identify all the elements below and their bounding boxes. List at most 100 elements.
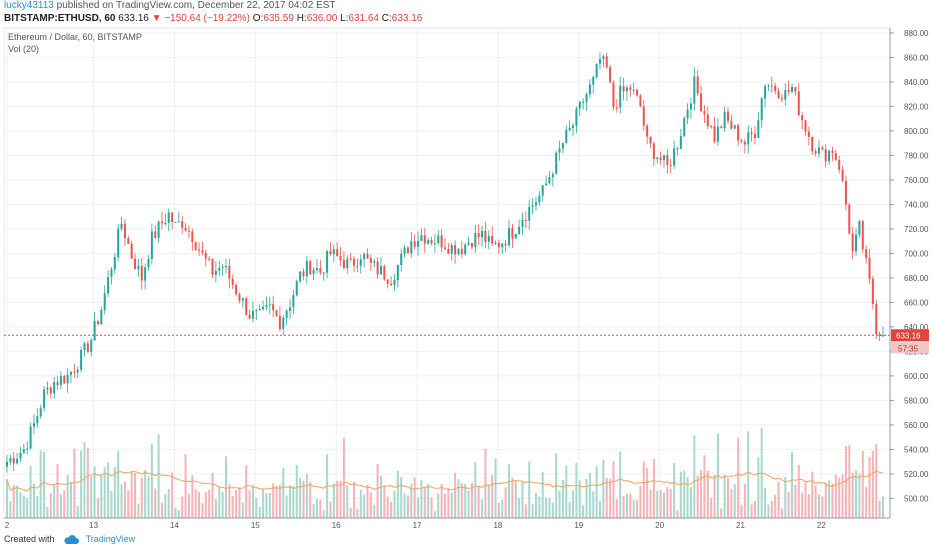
candle-body: [204, 252, 207, 259]
volume-bar: [807, 494, 810, 518]
price-tick-label: 840.00: [904, 78, 929, 87]
candle-body: [575, 108, 578, 126]
candle-body: [673, 148, 676, 166]
candle-body: [349, 258, 352, 260]
volume-bar: [865, 486, 868, 518]
candle-body: [66, 374, 69, 384]
volume-bar: [528, 461, 531, 518]
volume-bar: [545, 497, 548, 518]
author-link[interactable]: lucky43113: [4, 0, 54, 11]
candle-body: [669, 164, 672, 166]
volume-bar: [83, 441, 86, 518]
volume-bar: [575, 463, 578, 518]
volume-bar: [174, 507, 177, 518]
volume-study-title[interactable]: Vol (20): [8, 44, 40, 54]
volume-ma-line: [6, 470, 884, 492]
last-price-tag: [891, 329, 929, 342]
candle-body: [447, 248, 450, 254]
candle-body: [555, 152, 558, 175]
candle-body: [53, 382, 56, 394]
volume-bar: [817, 494, 820, 518]
volume-bar: [53, 484, 56, 518]
candle-body: [636, 89, 639, 96]
candle-body: [339, 255, 342, 261]
price-tick-label: 700.00: [904, 249, 929, 258]
candle-body: [369, 258, 372, 263]
candle-body: [90, 340, 93, 352]
candle-body: [383, 266, 386, 280]
volume-bar: [622, 495, 625, 518]
candle-body: [275, 310, 278, 316]
series-title[interactable]: Ethereum / Dollar, 60, BITSTAMP: [8, 32, 142, 42]
candle-body: [504, 243, 507, 246]
candle-body: [720, 126, 723, 129]
candle-body: [278, 315, 281, 329]
candle-body: [619, 86, 622, 108]
candle-body: [285, 310, 288, 318]
symbol-name[interactable]: BITSTAMP:ETHUSD, 60: [4, 13, 116, 24]
candle-body: [123, 223, 126, 239]
candle-body: [622, 86, 625, 92]
volume-bar: [292, 486, 295, 518]
candle-body: [224, 265, 228, 267]
candle-body: [794, 87, 797, 92]
candle-body: [585, 94, 588, 102]
candle-body: [76, 369, 79, 373]
price-tick-label: 760.00: [904, 176, 929, 185]
candle-body: [26, 448, 29, 450]
candle-body: [497, 242, 500, 248]
candle-body: [814, 151, 817, 154]
volume-bar: [137, 503, 140, 518]
volume-bar: [649, 489, 652, 518]
candle-body: [848, 204, 851, 234]
candle-body: [359, 259, 362, 266]
candle-body: [164, 223, 167, 225]
volume-bar: [177, 510, 180, 518]
candle-body: [646, 125, 649, 137]
volume-bar: [417, 497, 420, 518]
candle-body: [376, 261, 379, 275]
volume-bar: [595, 466, 598, 518]
candle-body: [834, 153, 837, 160]
candle-body: [541, 185, 544, 196]
candle-body: [558, 148, 561, 153]
candle-body: [406, 247, 409, 254]
candle-body: [147, 258, 150, 268]
volume-bar: [777, 481, 780, 518]
volume-bar: [423, 486, 426, 518]
volume-bar: [410, 484, 413, 518]
volume-bar: [363, 494, 366, 518]
volume-bar: [342, 438, 345, 518]
candle-body: [595, 63, 598, 77]
volume-bar: [511, 477, 514, 518]
candle-body: [703, 111, 706, 115]
chart-grid: [3, 27, 891, 519]
candle-body: [817, 147, 820, 154]
volume-bar: [386, 496, 389, 518]
volume-bar: [238, 487, 241, 518]
volume-bar: [683, 470, 686, 518]
candle-body: [511, 228, 514, 239]
volume-bar: [757, 457, 760, 518]
candle-body: [157, 221, 160, 238]
candle-body: [538, 195, 541, 203]
volume-bar: [396, 470, 399, 518]
candle-body: [29, 426, 32, 449]
volume-bar: [379, 475, 382, 518]
volume-bar: [592, 491, 595, 518]
candle-body: [548, 177, 551, 184]
volume-bar: [406, 495, 409, 518]
time-tick-label: 17: [413, 521, 422, 530]
tradingview-link[interactable]: TradingView: [85, 534, 136, 544]
candle-body: [484, 230, 487, 242]
volume-bar: [228, 484, 231, 518]
volume-bar: [797, 464, 800, 518]
volume-bar: [204, 492, 207, 518]
candle-body: [272, 304, 275, 311]
candle-body: [791, 87, 794, 92]
candle-body: [332, 249, 335, 255]
candle-body: [881, 335, 885, 337]
candle-body: [393, 279, 396, 286]
candle-body: [838, 159, 841, 170]
